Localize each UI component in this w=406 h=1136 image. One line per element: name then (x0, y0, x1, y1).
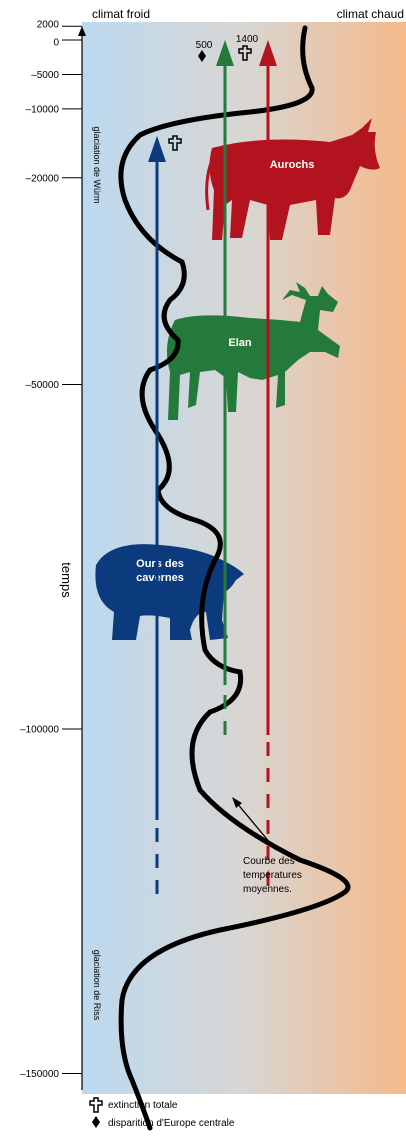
header-right: climat chaud (337, 7, 404, 21)
legend-label: disparition d'Europe centrale (108, 1118, 235, 1129)
animal-label: cavernes (136, 572, 184, 584)
legend-cross (90, 1098, 102, 1112)
tick-label: –5000 (31, 70, 59, 81)
tick-label: –50000 (26, 380, 60, 391)
annotation: moyennes. (243, 884, 292, 895)
legend-label: extinction totale (108, 1100, 178, 1111)
tick-label: 0 (53, 38, 59, 49)
period-label: glaciation de Würm (92, 126, 102, 203)
annotation: températures (243, 870, 302, 881)
legend-diamond (92, 1116, 100, 1128)
date-label: 1400 (236, 34, 259, 45)
animal-label: Aurochs (270, 159, 315, 171)
axis-label: temps (59, 562, 74, 598)
tick-label: –20000 (26, 173, 60, 184)
date-label: 500 (196, 40, 213, 51)
tick-label: –100000 (20, 725, 59, 736)
tick-label: –10000 (26, 104, 60, 115)
animal-label: Ours des (136, 558, 184, 570)
diagram: climat froid climat chaud temps glaciati… (0, 0, 406, 1136)
header-left: climat froid (92, 7, 150, 21)
animal-label: Elan (228, 337, 252, 349)
period-label: glaciation de Riss (92, 950, 102, 1021)
tick-label: –150000 (20, 1069, 59, 1080)
tick-label: 2000 (37, 20, 60, 31)
annotation: Courbe des (243, 856, 295, 867)
